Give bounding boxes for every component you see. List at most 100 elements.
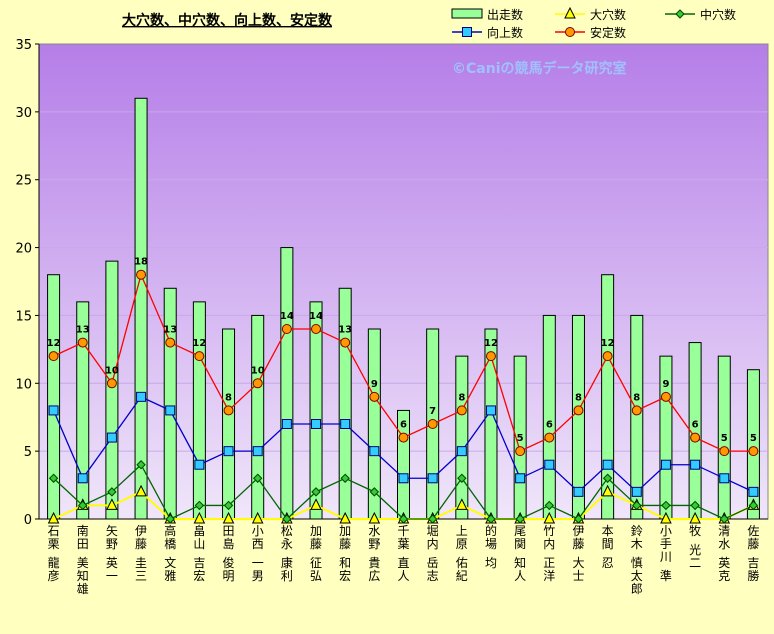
data-point <box>748 486 759 497</box>
x-tick-char: 場 <box>485 537 497 551</box>
legend-item: 中穴数 <box>665 7 736 22</box>
x-tick-char: 鈴 <box>631 523 643 538</box>
data-point <box>311 324 322 334</box>
data-point <box>48 473 59 483</box>
x-tick-char: 大 <box>572 556 584 570</box>
y-tick-label: 10 <box>15 377 32 392</box>
data-label: 10 <box>251 365 265 376</box>
data-labels: 12 13 10 18 13 12 8 10 14 14 13 9 6 7 8 12 5 6 8 12 8 9 6 5 5 <box>47 257 757 444</box>
legend-swatch <box>451 8 483 19</box>
data-point <box>690 432 701 443</box>
data-label: 6 <box>692 420 699 431</box>
x-tick-char: 清 <box>718 524 730 538</box>
x-tick-char: 弘 <box>310 569 322 583</box>
y-tick-label: 15 <box>15 309 32 324</box>
x-tick-char: 南 <box>77 523 89 538</box>
bar <box>542 314 556 520</box>
bar <box>134 97 148 520</box>
x-tick-char: 洋 <box>543 568 555 583</box>
data-point <box>165 337 176 348</box>
x-tick-char: 勝 <box>747 568 759 583</box>
x-tick-char: 葉 <box>397 537 409 551</box>
data-point <box>719 446 730 457</box>
legend-label: 安定数 <box>590 25 626 40</box>
data-point <box>456 446 467 457</box>
x-tick-char: 人 <box>514 569 526 583</box>
data-point <box>223 405 234 416</box>
data-point <box>77 473 88 484</box>
x-tick-char: 野 <box>106 537 118 551</box>
data-point <box>311 487 321 497</box>
legend-marker <box>462 27 472 37</box>
legend-label: 出走数 <box>487 7 523 22</box>
data-point <box>602 351 613 362</box>
data-point <box>661 500 671 511</box>
data-point <box>601 484 614 497</box>
data-point <box>48 351 59 362</box>
x-tick-char: 田 <box>223 524 235 538</box>
data-point <box>165 514 175 524</box>
data-point <box>456 498 468 510</box>
data-point <box>515 473 526 484</box>
data-point <box>136 269 147 280</box>
x-tick-char: 松 <box>281 524 293 538</box>
x-tick-char: 加 <box>339 524 351 538</box>
bar <box>746 369 760 520</box>
x-tick-char: 矢 <box>106 524 118 538</box>
x-tick-char: 宏 <box>193 568 205 583</box>
x-tick-char: 田 <box>77 537 89 551</box>
data-point <box>748 446 759 457</box>
x-tick-char: 藤 <box>310 537 322 551</box>
x-tick-char: 忍 <box>602 556 614 570</box>
x-tick-char: 上 <box>456 524 468 538</box>
bar <box>280 247 294 520</box>
data-point <box>398 514 409 524</box>
x-tick-char: 間 <box>602 537 614 551</box>
x-tick-char: 手 <box>660 537 672 551</box>
x-tick-char: 太 <box>631 568 643 583</box>
data-point <box>340 473 350 483</box>
x-tick-char: 志 <box>427 569 439 583</box>
data-point <box>369 391 380 402</box>
x-tick-char: 二 <box>689 556 701 570</box>
data-label: 14 <box>280 311 294 322</box>
x-tick-char: 西 <box>252 537 264 551</box>
legend-marker <box>565 27 575 37</box>
data-label: 12 <box>47 338 61 349</box>
x-tick-char: 山 <box>193 537 205 551</box>
x-tick-char: 川 <box>660 550 672 564</box>
data-point <box>544 432 555 443</box>
x-tick-char: 康 <box>281 555 293 570</box>
data-point <box>339 511 351 524</box>
data-point <box>457 473 467 483</box>
data-label: 5 <box>517 433 524 444</box>
x-tick-char: 内 <box>427 537 439 551</box>
x-tick-char: 千 <box>397 524 409 538</box>
bar <box>163 287 177 520</box>
bar <box>192 301 206 520</box>
bar <box>455 355 469 520</box>
data-point <box>485 405 496 416</box>
data-point <box>427 419 438 429</box>
data-point <box>427 473 438 484</box>
x-tick-char: 慎 <box>631 556 643 570</box>
data-point <box>281 419 292 429</box>
y-tick-label: 25 <box>15 174 32 189</box>
data-point <box>660 511 672 524</box>
data-point <box>689 511 701 524</box>
x-tick-char: 貴 <box>368 556 380 570</box>
data-point <box>136 460 146 470</box>
legend-marker <box>675 9 685 19</box>
x-tick-char: 関 <box>514 537 526 551</box>
x-tick-char: 原 <box>456 537 468 551</box>
